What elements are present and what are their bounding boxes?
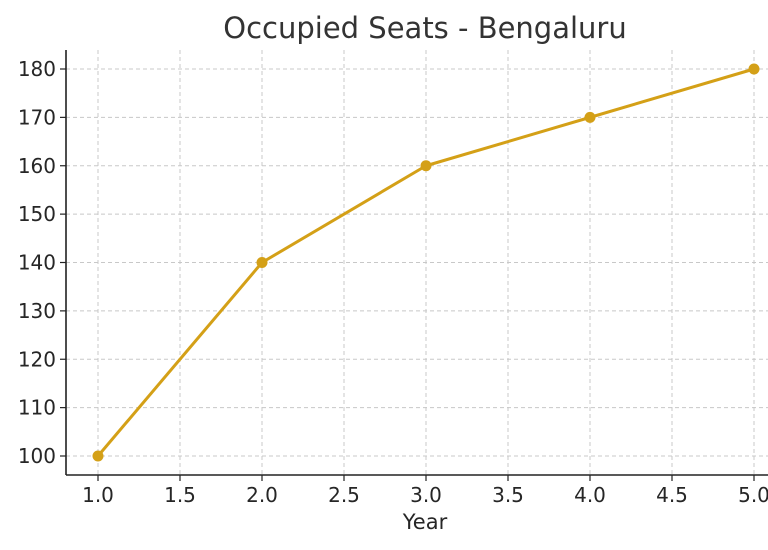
- y-tick-label: 120: [18, 347, 56, 371]
- y-tick-label: 110: [18, 396, 56, 420]
- grid: [66, 50, 768, 475]
- x-tick-label: 1.5: [164, 483, 196, 507]
- x-axis-label: Year: [402, 510, 448, 534]
- x-tick-label: 4.0: [574, 483, 606, 507]
- series-group: [92, 63, 760, 462]
- x-axis-ticks: 1.0 1.5 2.0 2.5 3.0 3.5 4.0 4.5 5.0: [82, 475, 768, 507]
- y-tick-label: 130: [18, 299, 56, 323]
- y-tick-label: 160: [18, 154, 56, 178]
- x-tick-label: 5.0: [738, 483, 768, 507]
- chart-title: Occupied Seats - Bengaluru: [223, 11, 626, 45]
- data-point: [256, 257, 268, 268]
- x-tick-label: 3.0: [410, 483, 442, 507]
- y-axis-ticks: 100 110 120 130 140 150 160 170 180: [18, 57, 66, 468]
- data-point: [92, 450, 104, 462]
- y-tick-label: 170: [18, 105, 56, 129]
- data-point: [420, 160, 432, 172]
- data-point: [748, 63, 760, 75]
- y-tick-label: 180: [18, 57, 56, 81]
- y-tick-label: 150: [18, 202, 56, 226]
- x-tick-label: 2.0: [246, 483, 278, 507]
- x-tick-label: 1.0: [82, 483, 114, 507]
- y-tick-label: 140: [18, 251, 56, 275]
- data-point: [584, 111, 596, 123]
- x-tick-label: 2.5: [328, 483, 360, 507]
- x-tick-label: 3.5: [492, 483, 524, 507]
- x-tick-label: 4.5: [656, 483, 688, 507]
- y-tick-label: 100: [18, 444, 56, 468]
